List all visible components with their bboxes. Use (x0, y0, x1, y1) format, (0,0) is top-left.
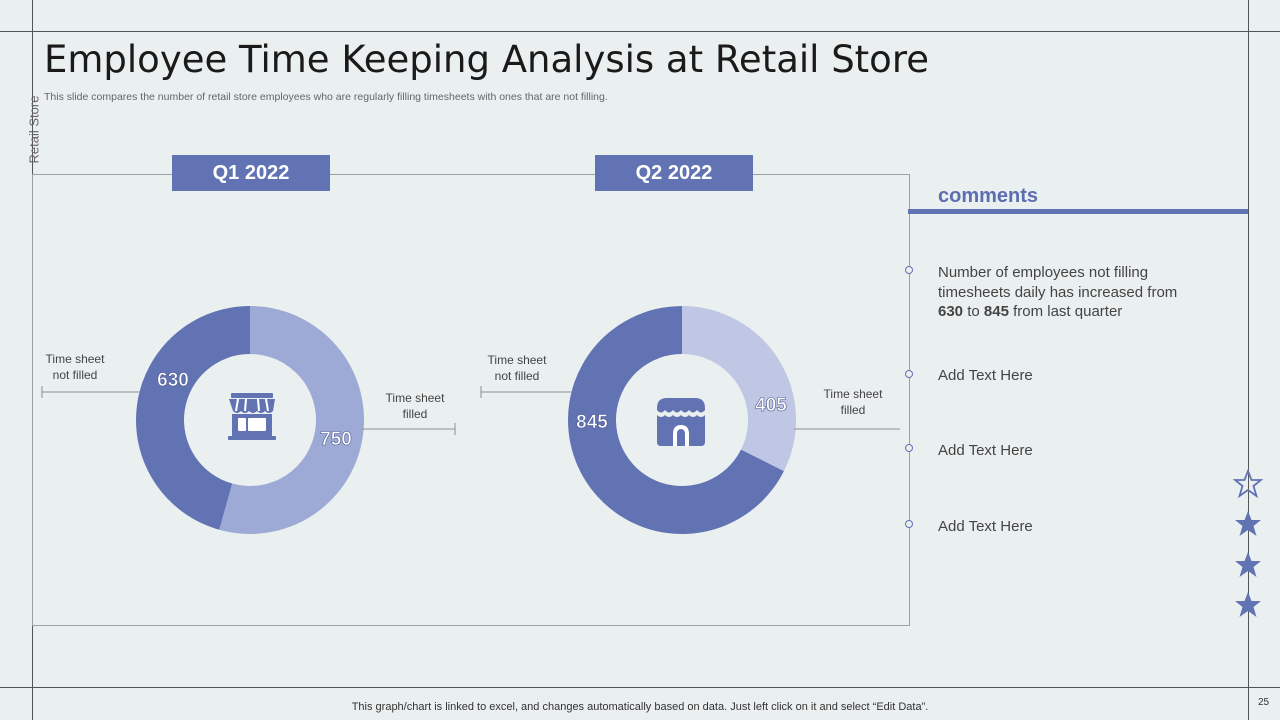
comment-1-value-q2: 845 (983, 303, 1009, 320)
page-number: 25 (1258, 697, 1270, 708)
page-subtitle: This slide compares the number of retail… (44, 91, 608, 103)
q1-badge: Q1 2022 (172, 155, 330, 191)
footer-note: This graph/chart is linked to excel, and… (351, 701, 929, 713)
q2-badge: Q2 2022 (595, 155, 753, 191)
q1-callout-lines (41, 386, 456, 435)
star-outline-icon (1233, 469, 1263, 499)
star-icon (1235, 552, 1261, 577)
q1-callout-not-filled: Time sheet not filled (45, 352, 105, 382)
value-label-not-filled: 845 (576, 412, 608, 433)
comment-bullet (905, 520, 913, 528)
q2-donut: 845 405 (568, 306, 796, 534)
frame-bottom-line (0, 687, 1280, 688)
comment-item-3: Add Text Here (938, 442, 1033, 459)
slice-not-filled (135, 306, 250, 530)
store-icon (228, 393, 276, 440)
frame-top-line (0, 31, 1280, 32)
star-icon (1235, 511, 1261, 536)
value-label-not-filled: 630 (157, 370, 189, 391)
donut-charts: 630 750 845 405 (41, 306, 900, 534)
comment-1-text-a: Number of employees not filling timeshee… (938, 264, 1178, 301)
q2-callout-lines (480, 386, 900, 430)
slice-filled (682, 306, 796, 472)
slice-filled (219, 306, 364, 534)
star-icon (1235, 592, 1261, 617)
comment-bullet (905, 370, 913, 378)
frame-right-line (1248, 0, 1249, 720)
slice-not-filled (568, 306, 784, 534)
page-title: Employee Time Keeping Analysis at Retail… (44, 38, 929, 81)
comment-1-value-q1: 630 (938, 303, 964, 320)
q1-callout-filled: Time sheet filled (385, 391, 445, 421)
q1-donut: 630 750 (135, 306, 364, 534)
comment-item-1: Number of employees not filling timeshee… (938, 263, 1183, 322)
comment-item-4: Add Text Here (938, 518, 1033, 535)
comments-divider (908, 209, 1248, 214)
value-label-filled: 405 (755, 395, 787, 416)
q2-callout-not-filled: Time sheet not filled (487, 353, 547, 383)
comment-bullet (905, 444, 913, 452)
comments-title: comments (938, 185, 1039, 207)
value-label-filled: 750 (320, 429, 352, 450)
comment-1-text-b: to (963, 303, 984, 320)
comment-1-text-c: from last quarter (1008, 303, 1123, 320)
comment-item-2: Add Text Here (938, 367, 1033, 384)
shop-icon (657, 398, 705, 446)
q2-callout-filled: Time sheet filled (823, 387, 883, 417)
comment-bullet (905, 266, 913, 274)
